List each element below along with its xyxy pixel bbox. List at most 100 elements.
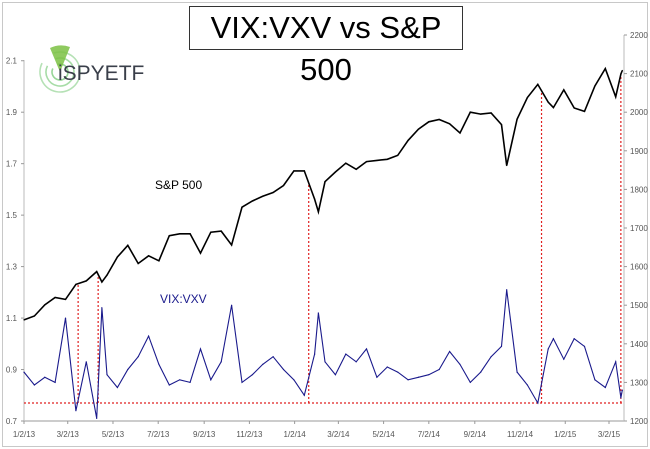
data-point [75,283,77,285]
logo-arc [51,63,69,81]
data-point [199,252,202,254]
data-point [64,317,67,319]
data-point [490,356,492,358]
data-point [386,158,388,160]
logo-arc [45,57,75,87]
left-tick-label: 0.9 [6,366,18,375]
right-tick-label: 1400 [630,340,648,349]
left-tick-label: 0.7 [6,417,18,426]
data-point [621,69,623,72]
vix-vxv-label: VIX:VXV [160,292,207,306]
data-point [438,368,440,371]
data-point [345,353,347,355]
data-point [314,353,316,355]
data-point [317,312,319,314]
right-tick-label: 1200 [630,417,648,426]
data-point [480,113,482,115]
data-point [583,345,586,347]
data-point [210,231,212,233]
data-point [620,397,622,399]
data-point [448,123,451,125]
data-point [85,361,87,363]
data-point [127,244,129,246]
data-point [314,198,316,200]
data-point [158,363,160,365]
data-point [324,361,326,363]
data-point [563,358,565,360]
data-point [334,374,337,376]
data-point [33,315,35,317]
data-point [147,335,150,337]
logo-arc [39,51,81,93]
data-point [438,118,440,121]
data-point [106,274,108,276]
data-point [44,376,46,378]
data-point [251,200,253,202]
data-point [54,296,56,299]
data-point [54,381,56,383]
data-point [397,154,399,157]
data-point [137,262,139,265]
logo-wedge [50,45,70,72]
data-point [127,368,129,371]
data-point [500,123,503,126]
data-point [317,211,319,213]
data-point [469,381,471,383]
x-tick-label: 7/2/13 [147,430,170,439]
series-line-sp500 [23,66,624,321]
data-point [506,289,508,291]
data-point [526,96,529,99]
data-point [272,356,274,358]
data-point [220,361,222,363]
data-point [407,139,409,141]
data-point [116,256,119,258]
right-tick-label: 1300 [630,378,648,387]
right-tick-label: 1500 [630,301,648,310]
x-tick-label: 5/2/14 [372,430,395,439]
data-point [241,206,243,208]
x-tick-label: 1/2/13 [13,430,36,439]
right-tick-label: 1600 [630,263,648,272]
data-point [231,244,233,246]
data-point [220,230,222,232]
data-point [552,106,554,109]
data-point [96,271,98,273]
data-point [620,73,622,75]
data-point [179,233,181,235]
sp500-label: S&P 500 [155,178,202,192]
left-tick-label: 1.9 [6,108,18,117]
data-point [293,170,295,172]
data-point [101,307,103,309]
x-tick-label: 3/2/13 [57,430,80,439]
data-point [537,83,539,86]
data-point [116,386,119,389]
data-point [615,96,617,98]
data-point [526,384,529,386]
data-point [547,101,549,103]
left-tick-label: 1.7 [6,160,18,169]
data-point [500,345,503,347]
data-point [604,67,606,70]
series-line-vix-vxv [23,289,623,419]
data-point [516,118,518,120]
data-point [365,161,368,163]
data-point [33,384,35,386]
logo-text: iSPYETF [58,62,144,85]
right-tick-label: 2000 [630,108,648,117]
data-point [85,280,87,282]
x-tick-label: 5/2/13 [102,430,125,439]
ispyetf-logo: iSPYETF [39,45,144,93]
x-tick-label: 1/2/15 [554,430,577,439]
x-tick-label: 1/2/14 [284,430,307,439]
data-point [44,304,46,306]
data-point [594,379,596,381]
data-point [490,112,492,114]
data-point [506,164,508,167]
data-point [158,260,160,262]
data-point [106,374,108,376]
data-point [469,111,471,113]
data-point [547,348,549,350]
data-point [594,85,596,87]
data-point [96,417,98,420]
data-point [355,168,357,170]
